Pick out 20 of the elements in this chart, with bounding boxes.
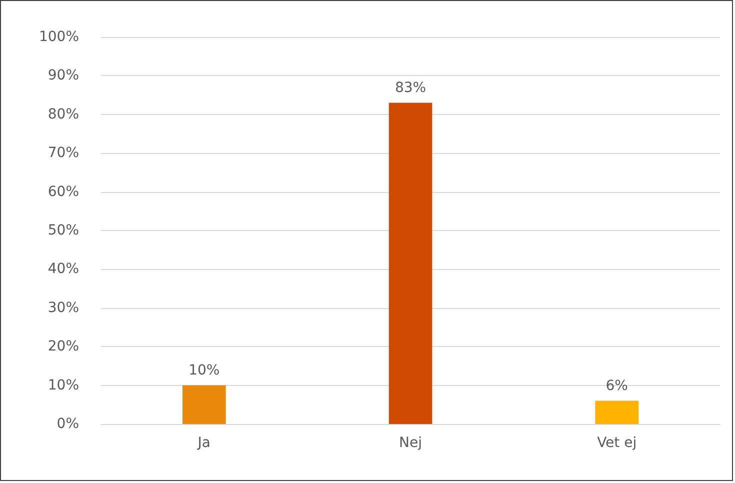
y-tick-label: 30% (48, 300, 79, 316)
data-label: 10% (188, 362, 220, 378)
data-label: 6% (606, 378, 628, 394)
y-tick-label: 70% (48, 145, 79, 162)
y-tick-label: 0% (56, 416, 79, 432)
y-tick-label: 10% (48, 377, 79, 394)
y-tick-label: 90% (48, 68, 79, 84)
bar (388, 102, 432, 424)
y-tick-label: 60% (48, 184, 79, 200)
y-tick-label: 40% (48, 261, 79, 278)
x-tick-label: Vet ej (597, 435, 637, 451)
bar (595, 400, 638, 424)
y-tick-label: 100% (38, 29, 79, 45)
x-tick-label: Nej (399, 435, 422, 451)
y-tick-label: 20% (48, 338, 79, 355)
data-label: 83% (394, 80, 426, 96)
bar (182, 385, 226, 424)
y-tick-label: 80% (48, 106, 79, 122)
y-tick-label: 50% (48, 222, 79, 238)
x-tick-label: Ja (196, 435, 211, 451)
